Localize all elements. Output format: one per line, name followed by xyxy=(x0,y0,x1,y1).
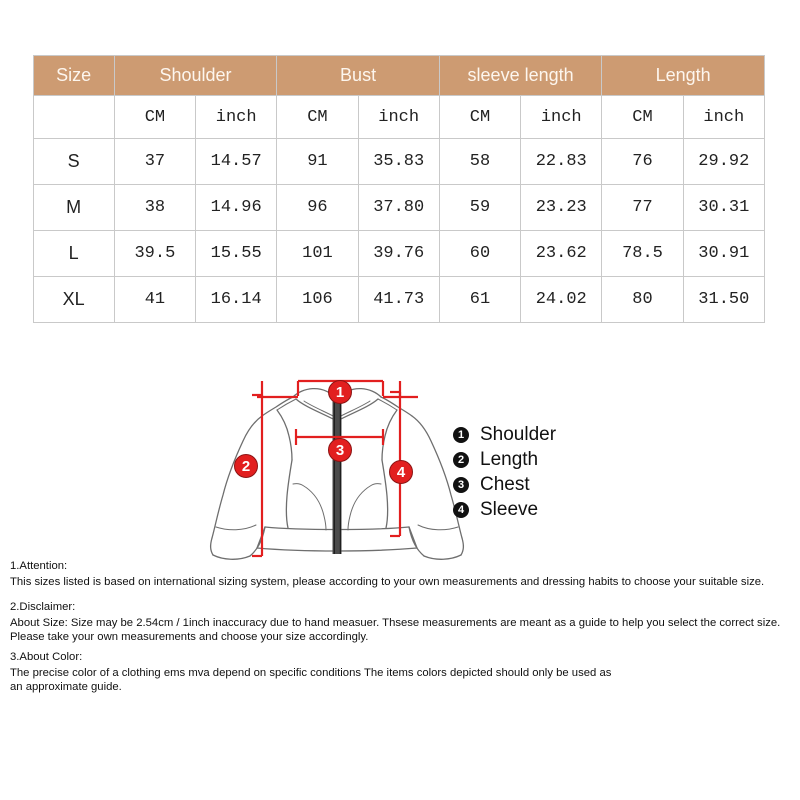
svg-text:2: 2 xyxy=(242,458,250,475)
svg-text:3: 3 xyxy=(336,442,344,459)
svg-text:4: 4 xyxy=(397,464,406,481)
svg-text:1: 1 xyxy=(336,384,344,401)
